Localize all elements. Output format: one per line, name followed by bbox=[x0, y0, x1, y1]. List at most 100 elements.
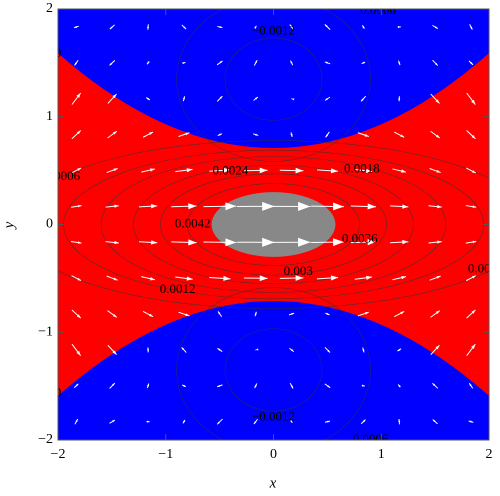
vector-arrow-head bbox=[298, 201, 311, 211]
x-tick-label: 2 bbox=[486, 447, 493, 462]
y-axis-label: y bbox=[1, 221, 17, 230]
vector-arrow-head bbox=[469, 383, 472, 387]
vector-arrow-head bbox=[255, 348, 259, 351]
vector-arrow-head bbox=[362, 349, 365, 353]
vector-arrow-head bbox=[75, 383, 79, 387]
contour-label: 0 bbox=[55, 385, 62, 400]
vector-arrow-head bbox=[333, 238, 344, 247]
vector-arrow-head bbox=[147, 26, 150, 30]
vector-arrow-head bbox=[289, 419, 293, 423]
vector-arrow-head bbox=[325, 134, 329, 138]
vector-arrow-head bbox=[146, 420, 150, 423]
vector-arrow-head bbox=[398, 418, 401, 422]
vector-arrow-head bbox=[219, 96, 223, 99]
y-tick-label: 0 bbox=[46, 217, 53, 232]
vector-arrow-head bbox=[112, 94, 117, 99]
vector-arrow-head bbox=[217, 348, 221, 351]
vector-arrow-head bbox=[472, 275, 476, 279]
vector-arrow-head bbox=[367, 239, 377, 246]
vector-arrow-head bbox=[401, 275, 407, 280]
y-tick-label: 2 bbox=[46, 1, 53, 16]
vector-arrow-head bbox=[436, 169, 441, 173]
vector-arrow-head bbox=[182, 62, 186, 65]
vector-arrow-head bbox=[435, 99, 440, 104]
contour-line bbox=[224, 328, 323, 412]
vector-arrow-head bbox=[366, 275, 372, 280]
contour-label: 0.0042 bbox=[175, 215, 211, 230]
vector-arrow-head bbox=[254, 385, 257, 389]
vector-arrow-head bbox=[150, 168, 155, 172]
vector-arrow-head bbox=[113, 168, 118, 172]
vector-arrow-head bbox=[185, 313, 190, 316]
vector-arrow-head bbox=[298, 237, 311, 247]
vector-arrow-head bbox=[435, 62, 438, 66]
x-tick-label: −1 bbox=[158, 447, 173, 462]
vector-arrow-head bbox=[146, 61, 150, 65]
vector-arrow-head bbox=[364, 312, 369, 315]
vector-arrow-head bbox=[114, 204, 119, 208]
vector-arrow-head bbox=[330, 275, 339, 281]
vector-arrow-head bbox=[77, 204, 82, 208]
vector-arrow-head bbox=[186, 276, 193, 281]
vector-arrow-head bbox=[290, 133, 293, 137]
vector-arrow-head bbox=[400, 134, 405, 138]
vector-arrow-head bbox=[330, 168, 338, 174]
contour-label: 0.0018 bbox=[344, 161, 380, 176]
vector-arrow-head bbox=[76, 350, 81, 356]
vector-arrow-head bbox=[217, 421, 220, 425]
vector-arrow-head bbox=[225, 202, 237, 211]
vector-arrow-head bbox=[217, 384, 221, 387]
vector-arrow-head bbox=[182, 96, 185, 100]
vector-arrow-head bbox=[151, 240, 158, 245]
vector-arrow-head bbox=[150, 277, 155, 281]
vector-arrow-head bbox=[324, 24, 328, 28]
vector-arrow-head bbox=[327, 385, 331, 388]
vector-arrow-head bbox=[289, 24, 293, 28]
vector-arrow-head bbox=[109, 62, 113, 66]
vector-arrow-head bbox=[114, 240, 119, 245]
vector-arrow-head bbox=[402, 239, 409, 245]
contour-label: 0.0012 bbox=[160, 281, 196, 296]
vector-arrow-head bbox=[436, 276, 441, 279]
vector-arrow-head bbox=[362, 419, 366, 423]
x-axis-label: x bbox=[269, 475, 277, 491]
contour-label: 0.000 bbox=[468, 261, 497, 276]
vector-arrow-head bbox=[401, 169, 407, 173]
vector-arrow-head bbox=[255, 133, 259, 136]
contour-line bbox=[224, 37, 323, 121]
vector-arrow-head bbox=[437, 240, 442, 244]
vector-arrow-head bbox=[149, 132, 154, 135]
vector-arrow-head bbox=[262, 201, 275, 211]
vector-arrow-head bbox=[254, 25, 257, 29]
vector-arrow-head bbox=[76, 130, 81, 135]
contour-label: 0 bbox=[55, 45, 62, 60]
vector-arrow-head bbox=[364, 133, 369, 137]
vector-arrow-head bbox=[188, 239, 197, 246]
vector-arrow-head bbox=[75, 419, 78, 423]
vector-arrow-head bbox=[432, 383, 436, 386]
vector-arrow-head bbox=[435, 345, 440, 350]
vector-arrow-head bbox=[434, 26, 438, 29]
vector-arrow-head bbox=[398, 384, 401, 388]
vector-arrow-head bbox=[76, 93, 81, 98]
obstacle bbox=[211, 192, 336, 257]
contour-label: 0.0006 bbox=[353, 431, 389, 446]
vector-arrow-head bbox=[112, 314, 117, 318]
vector-arrow-head bbox=[397, 26, 401, 29]
vector-arrow-head bbox=[400, 311, 405, 315]
contour-label: 0.0036 bbox=[342, 231, 378, 246]
vector-arrow-head bbox=[223, 167, 231, 173]
vector-arrow-head bbox=[188, 203, 197, 210]
vector-arrow-head bbox=[361, 61, 365, 64]
contour-line bbox=[187, 183, 360, 266]
vector-arrow-head bbox=[326, 312, 330, 315]
vector-arrow-head bbox=[254, 311, 257, 315]
contour-line bbox=[160, 173, 387, 276]
vector-arrow-head bbox=[219, 60, 223, 64]
vector-arrow-head bbox=[218, 133, 222, 136]
vector-arrow-head bbox=[225, 238, 237, 247]
vector-arrow-head bbox=[254, 60, 258, 64]
vector-arrow-head bbox=[151, 204, 158, 209]
vector-arrow-head bbox=[253, 421, 257, 425]
